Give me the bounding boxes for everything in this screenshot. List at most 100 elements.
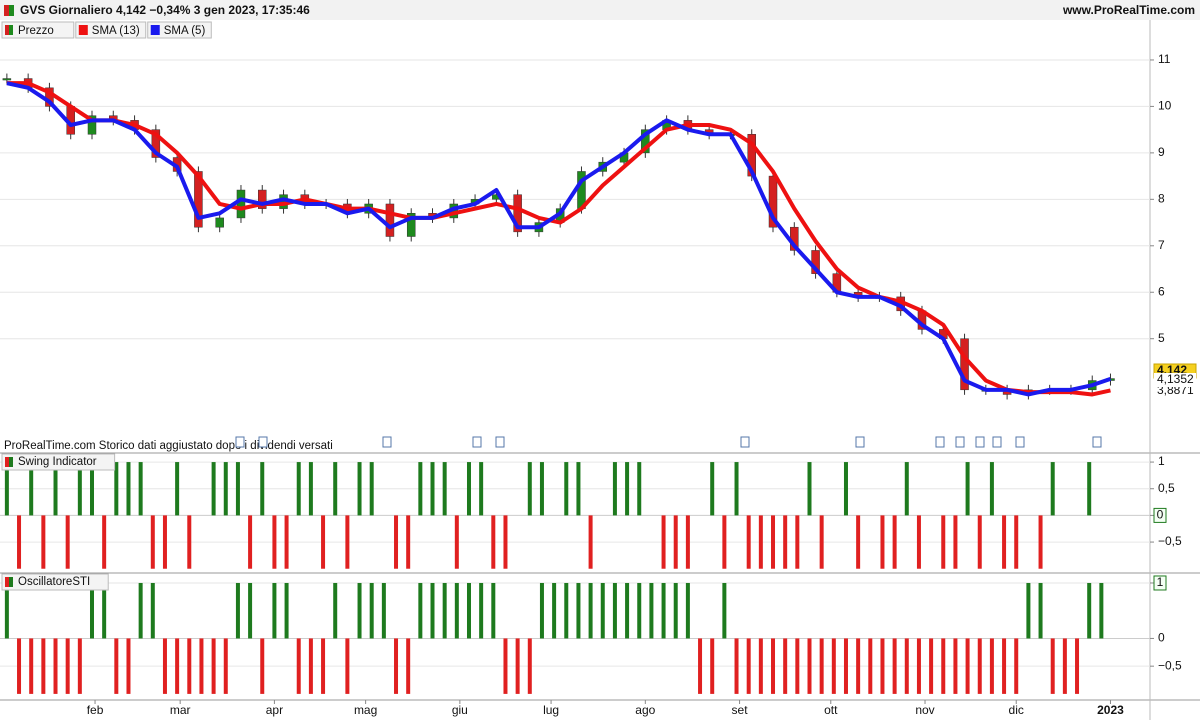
indicator-bar <box>758 638 763 694</box>
sma-line <box>6 81 1112 397</box>
indicator-bar <box>41 638 46 694</box>
indicator-bar <box>795 638 800 694</box>
indicator-bar <box>321 638 326 694</box>
legend-label: SMA (13) <box>92 25 140 37</box>
indicator-bar <box>503 638 508 694</box>
indicator-bar <box>734 638 739 694</box>
indicator-bar <box>941 638 946 694</box>
indicator-bar <box>880 515 885 569</box>
panel-icon <box>5 577 10 587</box>
indicator-bar <box>1014 515 1019 569</box>
indicator-bar <box>466 462 471 516</box>
indicator-bar <box>284 582 289 639</box>
dividend-icon <box>235 436 245 448</box>
indicator-bar <box>953 638 958 694</box>
last-value-label: 1 <box>1157 575 1164 589</box>
indicator-bar <box>4 462 9 516</box>
indicator-bar <box>162 515 167 569</box>
indicator-bar <box>856 515 861 569</box>
last-value-box <box>1154 384 1196 398</box>
indicator-bar <box>904 462 909 516</box>
indicator-bar <box>138 582 143 639</box>
indicator-bar <box>576 582 581 639</box>
indicator-bar <box>272 515 277 569</box>
legend-item: SMA (13) <box>75 21 147 39</box>
indicator-bar <box>673 582 678 639</box>
indicator-bar <box>965 462 970 516</box>
indicator-bar <box>53 638 58 694</box>
header-icon <box>9 5 14 16</box>
indicator-bar <box>235 582 240 639</box>
indicator-bar <box>479 462 484 516</box>
x-tick-label: set <box>732 703 749 717</box>
candle <box>87 115 97 135</box>
indicator-bar <box>953 515 958 569</box>
indicator-bar <box>661 582 666 639</box>
indicator-bar <box>746 638 751 694</box>
indicator-bar <box>89 462 94 516</box>
indicator-bar <box>284 515 289 569</box>
candle <box>641 129 650 154</box>
indicator-bar <box>296 462 301 516</box>
y-tick-label: 9 <box>1158 145 1165 159</box>
candle <box>2 78 12 81</box>
y-tick-label: 10 <box>1158 99 1172 113</box>
legend-swatch <box>150 25 160 35</box>
dividend-icon <box>1015 436 1025 448</box>
indicator-bar <box>77 462 82 516</box>
indicator-bar <box>710 638 715 694</box>
indicator-bar <box>527 462 532 516</box>
indicator-bar <box>296 638 301 694</box>
indicator-bar <box>819 515 824 569</box>
indicator-bar <box>1075 638 1080 694</box>
indicator-bar <box>722 515 727 569</box>
dividend-icon <box>382 436 392 448</box>
header-bar <box>0 0 1200 20</box>
last-value-label: 0 <box>1157 508 1164 522</box>
indicator-bar <box>771 515 776 569</box>
indicator-bar <box>65 515 70 569</box>
indicator-bar <box>491 582 496 639</box>
indicator-bar <box>515 638 520 694</box>
indicator-bar <box>746 515 751 569</box>
indicator-bar <box>260 638 265 694</box>
sma-line <box>6 81 1111 397</box>
indicator-bar <box>41 515 46 569</box>
indicator-bar <box>977 638 982 694</box>
indicator-bar <box>880 638 885 694</box>
indicator-bar <box>1038 582 1043 639</box>
panel-title: OscillatoreSTI <box>18 576 90 588</box>
x-tick-label: 2023 <box>1097 703 1124 717</box>
dividend-icon <box>1092 436 1102 448</box>
indicator-bar <box>369 462 374 516</box>
x-tick-label: lug <box>543 703 559 717</box>
indicator-bar <box>430 582 435 639</box>
y-tick-label: −0,5 <box>1158 658 1182 672</box>
indicator-bar <box>1062 638 1067 694</box>
indicator-bar <box>345 515 350 569</box>
indicator-bar <box>564 462 569 516</box>
indicator-bar <box>102 582 107 639</box>
indicator-bar <box>661 515 666 569</box>
indicator-bar <box>126 638 131 694</box>
dividend-icon <box>975 436 985 448</box>
indicator-bar <box>466 582 471 639</box>
legend-swatch <box>9 25 13 35</box>
indicator-bar <box>29 638 34 694</box>
x-tick-label: ott <box>824 703 838 717</box>
indicator-bar <box>394 515 399 569</box>
y-tick-label: 11 <box>1158 52 1171 66</box>
indicator-bar <box>539 462 544 516</box>
indicator-bar <box>916 638 921 694</box>
indicator-bar <box>17 638 22 694</box>
indicator-bar <box>406 515 411 569</box>
indicator-bar <box>65 638 70 694</box>
dividend-icon <box>495 436 505 448</box>
indicator-bar <box>929 638 934 694</box>
y-tick-label: 0,5 <box>1158 481 1175 495</box>
indicator-bar <box>977 515 982 569</box>
indicator-bar <box>965 638 970 694</box>
indicator-bar <box>649 582 654 639</box>
panel-icon <box>9 457 13 467</box>
indicator-bar <box>807 462 812 516</box>
